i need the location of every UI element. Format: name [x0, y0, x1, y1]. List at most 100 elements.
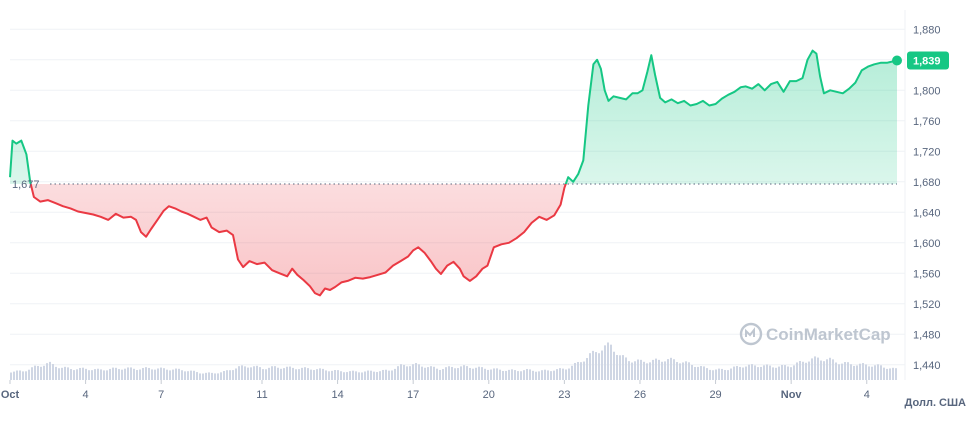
volume-bar	[838, 364, 840, 380]
volume-bar	[658, 359, 660, 380]
volume-bar	[859, 363, 861, 380]
volume-bar	[334, 369, 336, 380]
volume-bar	[739, 366, 741, 380]
volume-bar	[31, 367, 33, 380]
volume-bar	[220, 372, 222, 380]
volume-bar	[94, 369, 96, 380]
volume-bar	[211, 372, 213, 380]
volume-bar	[193, 370, 195, 380]
volume-bar	[73, 370, 75, 380]
volume-bar	[805, 362, 807, 380]
volume-bar	[337, 370, 339, 380]
y-tick-label: 1,480	[913, 329, 941, 341]
volume-bar	[253, 366, 255, 380]
volume-bar	[715, 369, 717, 380]
volume-bar	[601, 350, 603, 380]
volume-bar	[187, 371, 189, 380]
volume-bar	[139, 369, 141, 380]
volume-bar	[823, 361, 825, 380]
volume-bar	[148, 367, 150, 380]
volume-bar	[886, 368, 888, 380]
volume-bar	[397, 366, 399, 380]
volume-bar	[124, 368, 126, 380]
last-price-label: 1,839	[913, 56, 941, 68]
x-tick-label: 23	[558, 389, 570, 401]
volume-bar	[307, 368, 309, 380]
volume-bar	[265, 369, 267, 380]
watermark: CoinMarketCap	[739, 322, 891, 346]
volume-bar	[10, 372, 12, 380]
volume-bar	[109, 368, 111, 380]
volume-bar	[157, 368, 159, 380]
volume-bar	[391, 370, 393, 380]
volume-bar	[655, 358, 657, 380]
volume-bar	[52, 364, 54, 380]
volume-bar	[550, 371, 552, 380]
volume-bar	[880, 365, 882, 380]
volume-bar	[520, 371, 522, 380]
volume-bar	[526, 368, 528, 380]
last-price-dot	[892, 55, 902, 66]
volume-bar	[874, 365, 876, 380]
volume-bar	[358, 372, 360, 380]
volume-bar	[289, 366, 291, 380]
volume-bar	[64, 366, 66, 380]
y-tick-label: 1,600	[913, 238, 941, 250]
volume-bar	[673, 359, 675, 380]
volume-bar	[136, 370, 138, 380]
volume-bar	[247, 367, 249, 380]
volume-bar	[445, 367, 447, 380]
volume-bar	[310, 369, 312, 380]
volume-bar	[328, 371, 330, 380]
volume-bar	[316, 369, 318, 380]
volume-bar	[532, 370, 534, 380]
volume-bar	[640, 359, 642, 380]
volume-bar	[559, 368, 561, 380]
y-tick-label: 1,520	[913, 299, 941, 311]
volume-bar	[379, 371, 381, 380]
volume-bar	[466, 366, 468, 380]
volume-bar	[538, 371, 540, 380]
volume-bar	[280, 368, 282, 380]
volume-bar	[97, 368, 99, 380]
volume-bar	[223, 371, 225, 380]
volume-bar	[226, 370, 228, 380]
volume-bar	[676, 362, 678, 380]
volume-bar	[214, 373, 216, 380]
volume-bar	[127, 367, 129, 380]
volume-bar	[49, 361, 51, 380]
volume-bar	[376, 372, 378, 380]
volume-bar	[46, 363, 48, 380]
volume-bar	[571, 365, 573, 380]
volume-bar	[637, 359, 639, 380]
volume-bar	[736, 366, 738, 380]
volume-bar	[835, 362, 837, 380]
volume-bar	[589, 353, 591, 380]
volume-bar	[355, 371, 357, 380]
volume-bar	[241, 365, 243, 380]
volume-bar	[325, 370, 327, 380]
volume-bar	[793, 365, 795, 380]
y-tick-label: 1,560	[913, 268, 941, 280]
volume-bar	[235, 368, 237, 380]
price-area-fills	[10, 50, 897, 296]
volume-bar	[496, 368, 498, 380]
volume-bar	[40, 366, 42, 380]
x-tick-label: 4	[864, 389, 870, 401]
x-tick-label: 4	[83, 389, 89, 401]
volume-bar	[766, 364, 768, 380]
volume-bar	[196, 372, 198, 380]
volume-bar	[238, 366, 240, 380]
volume-bar	[751, 364, 753, 380]
volume-bar	[511, 369, 513, 380]
volume-bar	[202, 373, 204, 380]
volume-bar	[469, 367, 471, 380]
volume-bar	[283, 368, 285, 380]
volume-bar	[661, 361, 663, 380]
volume-bar	[361, 372, 363, 380]
volume-bar	[400, 364, 402, 380]
volume-bar	[304, 367, 306, 380]
volume-bar	[244, 366, 246, 380]
volume-bar	[100, 369, 102, 380]
x-tick-label: Nov	[781, 389, 803, 401]
